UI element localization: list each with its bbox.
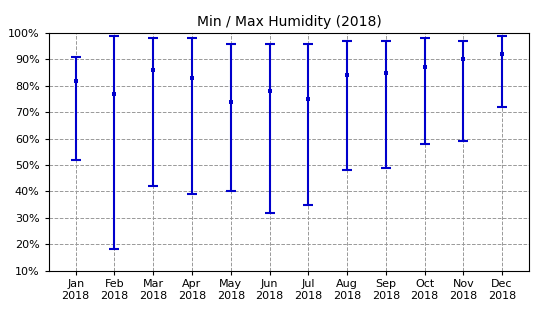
Title: Min / Max Humidity (2018): Min / Max Humidity (2018): [197, 15, 381, 29]
